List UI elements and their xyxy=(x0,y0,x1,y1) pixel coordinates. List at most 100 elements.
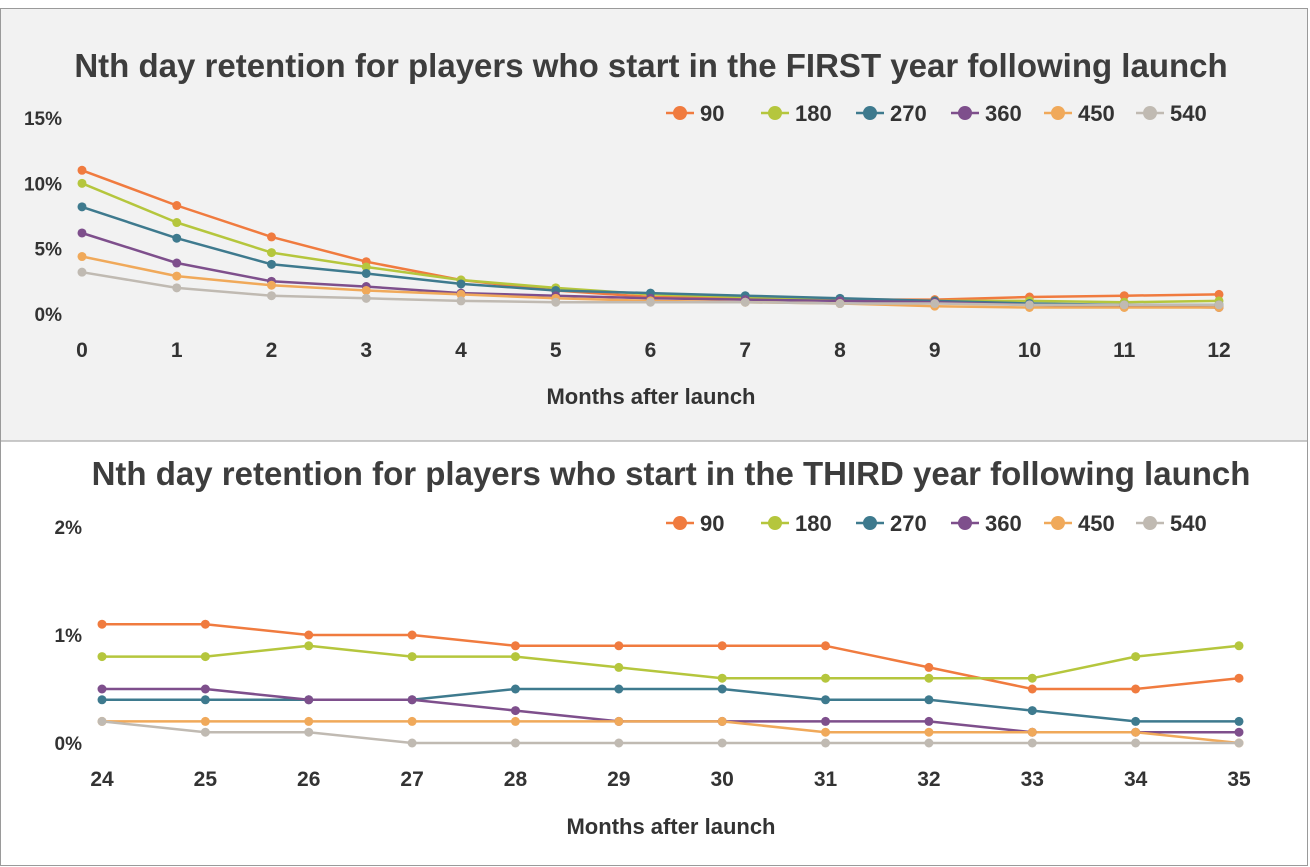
chart2-data-point-540 xyxy=(614,738,624,748)
chart2-series-line-450 xyxy=(102,720,1240,745)
chart2-data-point-450 xyxy=(1027,727,1037,737)
chart2-x-tick-label: 32 xyxy=(917,768,940,791)
chart1-data-point-540 xyxy=(77,267,87,277)
chart2-x-tick-label: 34 xyxy=(1124,768,1148,791)
chart2-data-point-360 xyxy=(304,695,314,705)
chart2-legend-label-270: 270 xyxy=(890,511,927,536)
chart1-data-point-180 xyxy=(172,218,182,228)
chart1-data-point-540 xyxy=(1119,300,1129,310)
chart2-data-point-360 xyxy=(924,716,934,726)
chart2-data-point-90 xyxy=(510,641,520,651)
chart1-data-point-540 xyxy=(551,297,561,307)
chart2-x-tick-label: 26 xyxy=(297,768,320,791)
chart2-data-point-90 xyxy=(924,662,934,672)
chart2-data-point-540 xyxy=(924,738,934,748)
chart1-data-point-270 xyxy=(77,202,87,212)
chart1-x-axis-label: Months after launch xyxy=(546,384,755,409)
chart2-x-tick-label: 31 xyxy=(814,768,838,791)
chart2-data-point-90 xyxy=(200,619,210,629)
chart2-data-point-360 xyxy=(510,706,520,716)
chart1-legend-label-540: 540 xyxy=(1170,101,1207,126)
chart2-data-point-180 xyxy=(1027,673,1037,683)
chart-frame xyxy=(0,8,1308,866)
chart2-data-point-450 xyxy=(1131,727,1141,737)
chart2-data-point-180 xyxy=(924,673,934,683)
chart1-legend-label-450: 450 xyxy=(1078,101,1115,126)
chart2-data-point-90 xyxy=(407,630,417,640)
chart2-data-point-180 xyxy=(1131,652,1141,662)
chart1-legend-label-360: 360 xyxy=(985,101,1022,126)
chart2-x-tick-label: 30 xyxy=(711,768,734,791)
chart1-data-point-270 xyxy=(361,268,371,278)
chart2-data-point-540 xyxy=(1131,738,1141,748)
chart2-data-point-450 xyxy=(821,727,831,737)
chart1-x-tick-label: 1 xyxy=(171,339,183,362)
chart1-data-point-450 xyxy=(172,271,182,281)
chart2-legend-label-180: 180 xyxy=(795,511,832,536)
chart1-x-tick-label: 9 xyxy=(929,339,941,362)
chart1-data-point-450 xyxy=(77,252,87,262)
chart1-data-point-360 xyxy=(77,228,87,238)
chart2-legend-label-450: 450 xyxy=(1078,511,1115,536)
chart2-data-point-180 xyxy=(1234,641,1244,651)
chart1-data-point-90 xyxy=(1214,289,1224,299)
chart1-data-point-180 xyxy=(77,178,87,188)
chart2-data-point-180 xyxy=(614,662,624,672)
chart2-data-point-270 xyxy=(924,695,934,705)
chart2-data-point-90 xyxy=(97,619,107,629)
chart1-data-point-90 xyxy=(1119,291,1129,301)
chart2-series-line-360 xyxy=(102,687,1239,734)
chart1-y-tick-label: 10% xyxy=(24,174,62,195)
chart2-data-point-540 xyxy=(1027,738,1037,748)
chart2-x-tick-label: 24 xyxy=(90,768,114,791)
chart2-data-point-270 xyxy=(200,695,210,705)
chart1-title: Nth day retention for players who start … xyxy=(74,47,1227,84)
chart2-data-point-180 xyxy=(510,652,520,662)
chart2-data-point-180 xyxy=(821,673,831,683)
chart1-legend-marker-360 xyxy=(958,106,972,120)
chart2-data-point-270 xyxy=(510,684,520,694)
chart1-data-point-90 xyxy=(267,232,276,242)
chart1-data-point-270 xyxy=(267,259,276,269)
chart1-data-point-270 xyxy=(456,279,466,289)
chart1-y-tick-label: 15% xyxy=(24,109,62,130)
chart2-data-point-180 xyxy=(304,641,314,651)
chart2-legend-marker-90 xyxy=(673,516,687,530)
chart2-x-axis-label: Months after launch xyxy=(566,814,775,839)
chart2-data-point-90 xyxy=(717,641,727,651)
chart1-data-point-540 xyxy=(456,296,466,306)
chart2-data-point-540 xyxy=(200,727,210,737)
chart1-legend-label-270: 270 xyxy=(890,101,927,126)
chart2-legend-marker-540 xyxy=(1143,516,1157,530)
chart2-data-point-450 xyxy=(510,716,520,726)
chart2-data-point-450 xyxy=(407,716,417,726)
chart1-data-point-540 xyxy=(835,299,845,309)
chart1-legend-label-180: 180 xyxy=(795,101,832,126)
chart1-data-point-540 xyxy=(172,283,182,293)
chart1-data-point-540 xyxy=(361,293,371,303)
chart2-data-point-360 xyxy=(200,684,210,694)
chart1-x-tick-label: 3 xyxy=(360,339,372,362)
chart2-data-point-450 xyxy=(304,716,314,726)
chart1-x-tick-label: 12 xyxy=(1207,339,1230,362)
chart2-data-point-540 xyxy=(1234,738,1244,748)
chart2-data-point-270 xyxy=(717,684,727,694)
chart2-data-point-360 xyxy=(821,716,831,726)
chart2-legend-label-90: 90 xyxy=(700,511,724,536)
chart2-data-point-180 xyxy=(407,652,417,662)
chart1-data-point-180 xyxy=(267,248,276,258)
chart1-x-tick-label: 6 xyxy=(645,339,657,362)
chart2-data-point-540 xyxy=(717,738,727,748)
chart1-legend-marker-450 xyxy=(1051,106,1065,120)
chart1-data-point-540 xyxy=(1025,300,1034,310)
chart1-data-point-540 xyxy=(740,297,750,307)
chart2-data-point-270 xyxy=(1027,706,1037,716)
chart2-legend-marker-450 xyxy=(1051,516,1065,530)
chart1-legend-marker-270 xyxy=(863,106,877,120)
chart2-data-point-540 xyxy=(304,727,314,737)
chart2-data-point-270 xyxy=(1234,716,1244,726)
chart1-data-point-360 xyxy=(172,258,182,268)
chart2-x-tick-label: 35 xyxy=(1227,768,1251,791)
chart2-legend-label-540: 540 xyxy=(1170,511,1207,536)
chart1-data-point-450 xyxy=(267,280,276,290)
